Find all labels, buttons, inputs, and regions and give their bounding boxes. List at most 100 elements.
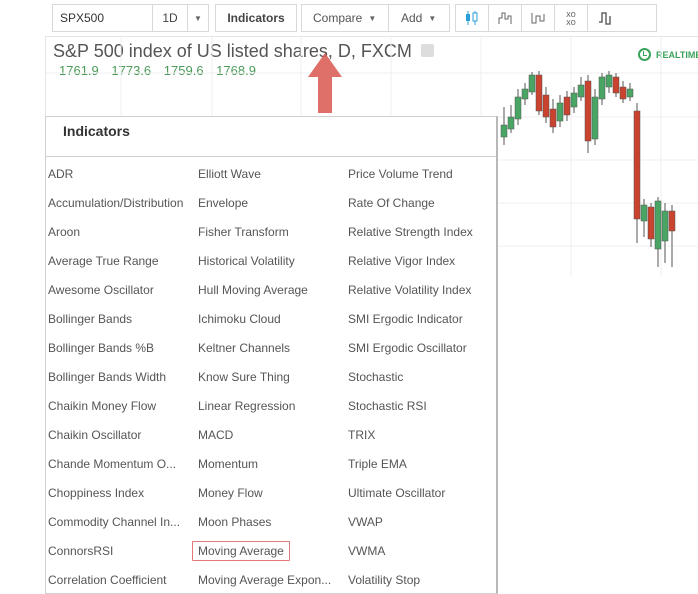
candle-body	[514, 96, 522, 120]
ohlc-high: 1773.6	[111, 63, 152, 78]
indicator-item[interactable]: Price Volume Trend	[348, 167, 453, 181]
chevron-down-icon: ▼	[194, 13, 202, 23]
chevron-down-icon: ▼	[368, 13, 377, 23]
candle-body	[556, 102, 564, 122]
indicator-item[interactable]: Moving Average	[192, 541, 290, 561]
indicator-item[interactable]: Chande Momentum O...	[48, 457, 177, 471]
indicator-item[interactable]: Historical Volatility	[198, 254, 295, 268]
indicator-item[interactable]: Stochastic RSI	[348, 399, 427, 413]
eye-icon[interactable]	[420, 43, 434, 57]
indicators-dialog: Indicators ADR Accumulation/Distribution A…	[45, 116, 498, 594]
candle-body	[661, 210, 669, 242]
indicator-item[interactable]: Elliott Wave	[198, 167, 261, 181]
candle-body	[633, 110, 641, 220]
indicator-item[interactable]: Bollinger Bands	[48, 312, 133, 326]
indicator-item[interactable]: Choppiness Index	[48, 486, 145, 500]
indicators-button-label: Indicators	[227, 11, 285, 25]
candle-body	[619, 86, 627, 100]
indicator-item[interactable]: Know Sure Thing	[198, 370, 290, 384]
candle-body	[626, 88, 634, 98]
add-button-label: Add	[401, 11, 423, 25]
indicator-item[interactable]: Ichimoku Cloud	[198, 312, 281, 326]
ohlc-low: 1759.6	[163, 63, 204, 78]
indicator-item[interactable]: Relative Vigor Index	[348, 254, 456, 268]
indicator-item[interactable]: Momentum	[198, 457, 259, 471]
candle-body	[528, 74, 536, 93]
candle-body	[577, 84, 585, 98]
candle-body	[647, 206, 655, 240]
candle-body	[507, 116, 515, 130]
candle-body	[605, 74, 613, 88]
indicator-item[interactable]: SMI Ergodic Oscillator	[348, 341, 467, 355]
indicator-item[interactable]: Aroon	[48, 225, 81, 239]
indicator-item[interactable]: Rate Of Change	[348, 196, 435, 210]
candle-body	[535, 74, 543, 112]
indicator-item[interactable]: Correlation Coefficient	[48, 573, 167, 587]
indicator-item[interactable]: VWMA	[348, 544, 386, 558]
interval-text: 1D	[162, 11, 178, 25]
indicator-item[interactable]: TRIX	[348, 428, 376, 442]
indicator-item[interactable]: Ultimate Oscillator	[348, 486, 446, 500]
indicator-item[interactable]: SMI Ergodic Indicator	[348, 312, 463, 326]
candle-body	[563, 96, 571, 116]
candles-icon[interactable]	[456, 5, 489, 31]
top-toolbar: SPX500 1D ▼ Indicators Compare ▼ Add ▼ x…	[0, 0, 698, 36]
indicators-dialog-title: Indicators	[46, 117, 496, 157]
chevron-down-icon: ▼	[428, 13, 437, 23]
indicator-item[interactable]: Bollinger Bands %B	[48, 341, 155, 355]
point-figure-icon[interactable]: xo xo	[555, 5, 588, 31]
symbol-input[interactable]: SPX500	[52, 4, 152, 32]
indicator-item[interactable]: MACD	[198, 428, 234, 442]
indicator-item[interactable]: Stochastic	[348, 370, 404, 384]
indicator-item[interactable]: Linear Regression	[198, 399, 296, 413]
indicator-item[interactable]: Triple EMA	[348, 457, 407, 471]
candle-body	[612, 76, 620, 94]
indicator-item[interactable]: Relative Volatility Index	[348, 283, 472, 297]
candle-body	[640, 204, 648, 222]
indicator-item[interactable]: Average True Range	[48, 254, 159, 268]
indicator-item[interactable]: Awesome Oscillator	[48, 283, 154, 297]
indicator-item[interactable]: Money Flow	[198, 486, 263, 500]
chart-type-group: xo xo	[455, 4, 657, 32]
candle-body	[654, 200, 662, 250]
indicator-item[interactable]: Hull Moving Average	[198, 283, 308, 297]
symbol-text: SPX500	[60, 11, 105, 25]
indicators-button[interactable]: Indicators	[215, 4, 297, 32]
indicator-item[interactable]: Volatility Stop	[348, 573, 421, 587]
interval-dropdown-button[interactable]: ▼	[187, 4, 209, 32]
indicator-item[interactable]: Bollinger Bands Width	[48, 370, 167, 384]
add-button[interactable]: Add ▼	[389, 4, 450, 32]
indicator-item[interactable]: VWAP	[348, 515, 383, 529]
candle-body	[584, 80, 592, 142]
indicator-item[interactable]: Moving Average Expon...	[198, 573, 332, 587]
indicator-item[interactable]: ADR	[48, 167, 74, 181]
kagi-icon[interactable]	[588, 5, 621, 31]
compare-button[interactable]: Compare ▼	[301, 4, 389, 32]
ohlc-close: 1768.9	[216, 63, 256, 78]
interval-button[interactable]: 1D	[152, 4, 188, 32]
indicator-item[interactable]: Envelope	[198, 196, 249, 210]
ohlc-open: 1761.9	[59, 63, 99, 78]
bars-icon[interactable]	[489, 5, 522, 31]
line-icon[interactable]	[522, 5, 555, 31]
indicator-item[interactable]: Accumulation/Distribution	[48, 196, 184, 210]
indicator-item[interactable]: Chaikin Oscillator	[48, 428, 142, 442]
indicator-item[interactable]: Keltner Channels	[198, 341, 291, 355]
candle-body	[668, 210, 676, 232]
indicator-item[interactable]: Relative Strength Index	[348, 225, 473, 239]
indicator-item[interactable]: ConnorsRSI	[48, 544, 114, 558]
realtime-badge: REALTIME	[638, 48, 698, 61]
indicator-item[interactable]: Chaikin Money Flow	[48, 399, 157, 413]
candle-body	[591, 96, 599, 140]
chart-title: S&P 500 index of US listed shares, D, FX…	[53, 41, 434, 62]
candle-body	[570, 92, 578, 108]
candle-body	[598, 76, 606, 100]
candle-body	[542, 94, 550, 118]
candle-body	[549, 108, 557, 128]
indicator-item[interactable]: Moon Phases	[198, 515, 272, 529]
candle-body	[500, 124, 508, 138]
compare-button-label: Compare	[313, 11, 363, 25]
indicator-item[interactable]: Commodity Channel In...	[48, 515, 181, 529]
indicator-item[interactable]: Fisher Transform	[198, 225, 289, 239]
annotation-arrow	[308, 53, 342, 113]
